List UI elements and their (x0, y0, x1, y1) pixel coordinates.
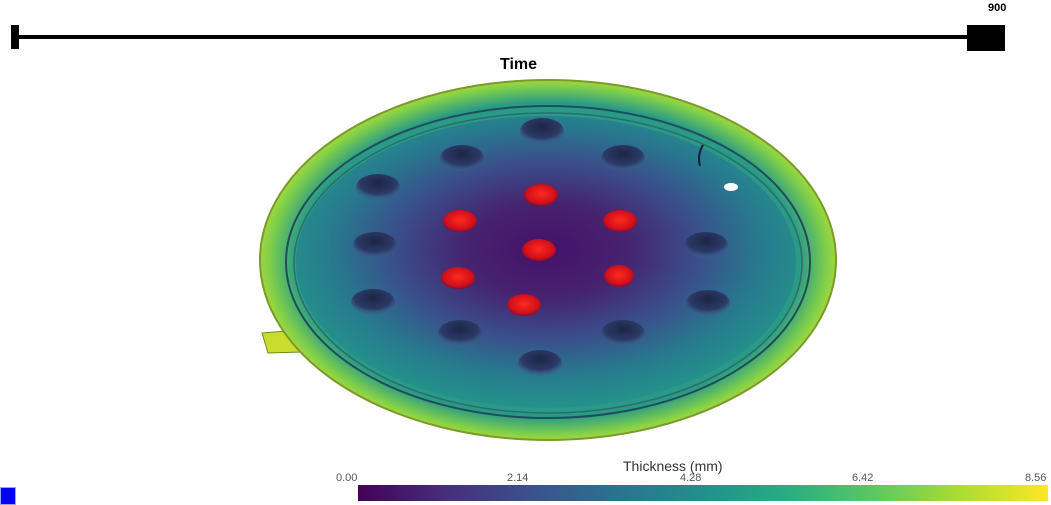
time-slider-handle[interactable] (967, 25, 1005, 51)
rim-groove (285, 105, 811, 419)
slider-max-label: 900 (988, 2, 1007, 14)
checkbox-widget[interactable] (0, 487, 16, 505)
colorbar-gradient (358, 485, 1048, 501)
colorbar-tick: 2.14 (507, 472, 529, 484)
crack-mark (698, 144, 704, 167)
highlight-dot (724, 183, 738, 191)
colorbar-tick: 8.56 (1025, 472, 1047, 484)
colorbar-tick: 0.00 (336, 472, 358, 484)
inner-plate (296, 116, 796, 408)
slider-min-cap (11, 25, 19, 49)
outer-pits (351, 118, 730, 376)
rim-inner-groove (293, 112, 803, 414)
colorbar-title: Thickness (mm) (623, 458, 723, 474)
colorbar-tick: 4.28 (680, 472, 702, 484)
time-slider-track[interactable] (18, 35, 986, 39)
colorbar-tick: 6.42 (852, 472, 874, 484)
thin-spots (441, 184, 637, 316)
slider-title: Time (500, 56, 538, 73)
